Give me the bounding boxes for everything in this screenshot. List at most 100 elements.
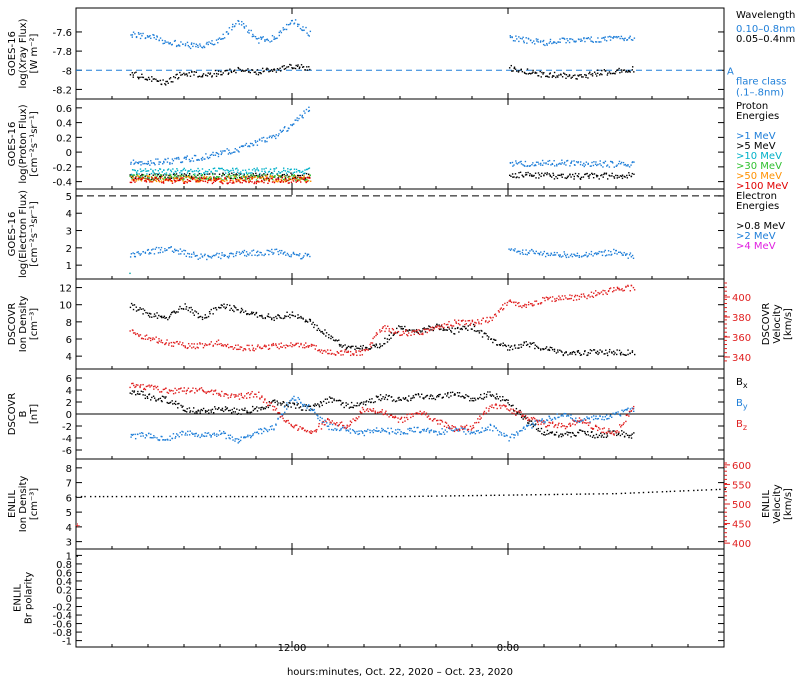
data-point [309, 409, 312, 412]
data-point [416, 329, 418, 332]
data-point [203, 177, 205, 179]
data-point [313, 324, 316, 326]
data-point [596, 294, 598, 296]
data-point [406, 416, 408, 419]
data-point [422, 495, 424, 497]
data-point [506, 301, 509, 304]
data-point [559, 38, 561, 40]
data-point [297, 342, 299, 345]
data-point [292, 314, 294, 317]
data-point [613, 177, 616, 179]
data-point [363, 401, 365, 403]
data-point [518, 344, 520, 346]
data-point [601, 73, 603, 76]
data-point [199, 410, 201, 412]
data-point [351, 429, 354, 431]
data-point [549, 296, 552, 299]
y-tick-label: -0.6 [52, 620, 72, 631]
data-point [358, 432, 361, 435]
data-point [208, 255, 210, 258]
data-point [293, 402, 296, 405]
data-point [496, 395, 498, 398]
data-point [631, 351, 634, 354]
data-point [307, 253, 310, 256]
data-point [414, 430, 417, 433]
data-point [236, 149, 238, 151]
data-point [248, 344, 250, 347]
data-point [293, 171, 296, 174]
data-point [272, 176, 274, 178]
data-point [170, 345, 173, 347]
data-point [200, 408, 202, 411]
data-point [197, 174, 199, 176]
data-point [270, 69, 273, 71]
data-point [139, 168, 142, 170]
data-point [213, 179, 216, 182]
data-point [612, 430, 614, 432]
data-point [263, 407, 265, 409]
data-point [214, 173, 216, 175]
data-point [308, 404, 310, 406]
data-point [245, 436, 247, 438]
data-point [213, 167, 216, 169]
data-point [319, 495, 321, 498]
data-point [177, 178, 179, 180]
data-point [575, 434, 577, 437]
data-point [287, 24, 290, 26]
data-point [215, 309, 218, 311]
data-point [582, 430, 584, 432]
data-point [624, 492, 627, 494]
data-point [407, 418, 409, 421]
data-point [186, 175, 189, 178]
data-point [138, 33, 140, 35]
data-point [563, 253, 566, 255]
data-point [283, 178, 286, 180]
data-point [597, 429, 599, 432]
data-point [548, 415, 550, 418]
data-point [592, 418, 595, 421]
data-point [539, 493, 542, 496]
data-point [565, 351, 567, 354]
data-point [584, 40, 586, 43]
data-point [299, 179, 301, 182]
data-point [145, 181, 148, 183]
data-point [307, 173, 310, 175]
data-point [398, 396, 400, 399]
data-point [285, 408, 288, 410]
data-point [305, 346, 308, 348]
data-point [425, 395, 428, 397]
data-point [306, 168, 308, 171]
y-tick-label: 0.2 [56, 585, 72, 596]
data-point [313, 430, 316, 432]
data-point [517, 347, 519, 349]
data-point [156, 35, 158, 37]
data-point [190, 160, 192, 162]
data-point [345, 402, 347, 404]
data-point [385, 410, 387, 412]
data-point [403, 416, 406, 419]
data-point [557, 174, 559, 176]
data-point [204, 253, 206, 256]
data-point [524, 415, 526, 418]
data-point [256, 38, 258, 40]
data-point [209, 154, 212, 156]
data-point [259, 251, 261, 254]
data-point [192, 173, 195, 176]
data-point [593, 253, 596, 255]
data-point [623, 431, 625, 433]
data-point [268, 179, 270, 181]
data-point [189, 160, 191, 163]
data-point [174, 437, 176, 439]
data-point [308, 318, 311, 321]
data-point [320, 331, 322, 333]
data-point [419, 396, 421, 398]
data-point [225, 495, 227, 498]
data-point [176, 168, 178, 170]
data-point [537, 347, 540, 350]
data-point [134, 332, 136, 334]
data-point [227, 182, 229, 184]
data-point [597, 72, 599, 74]
data-point [133, 72, 136, 74]
data-point [168, 402, 171, 404]
data-point [178, 308, 180, 310]
